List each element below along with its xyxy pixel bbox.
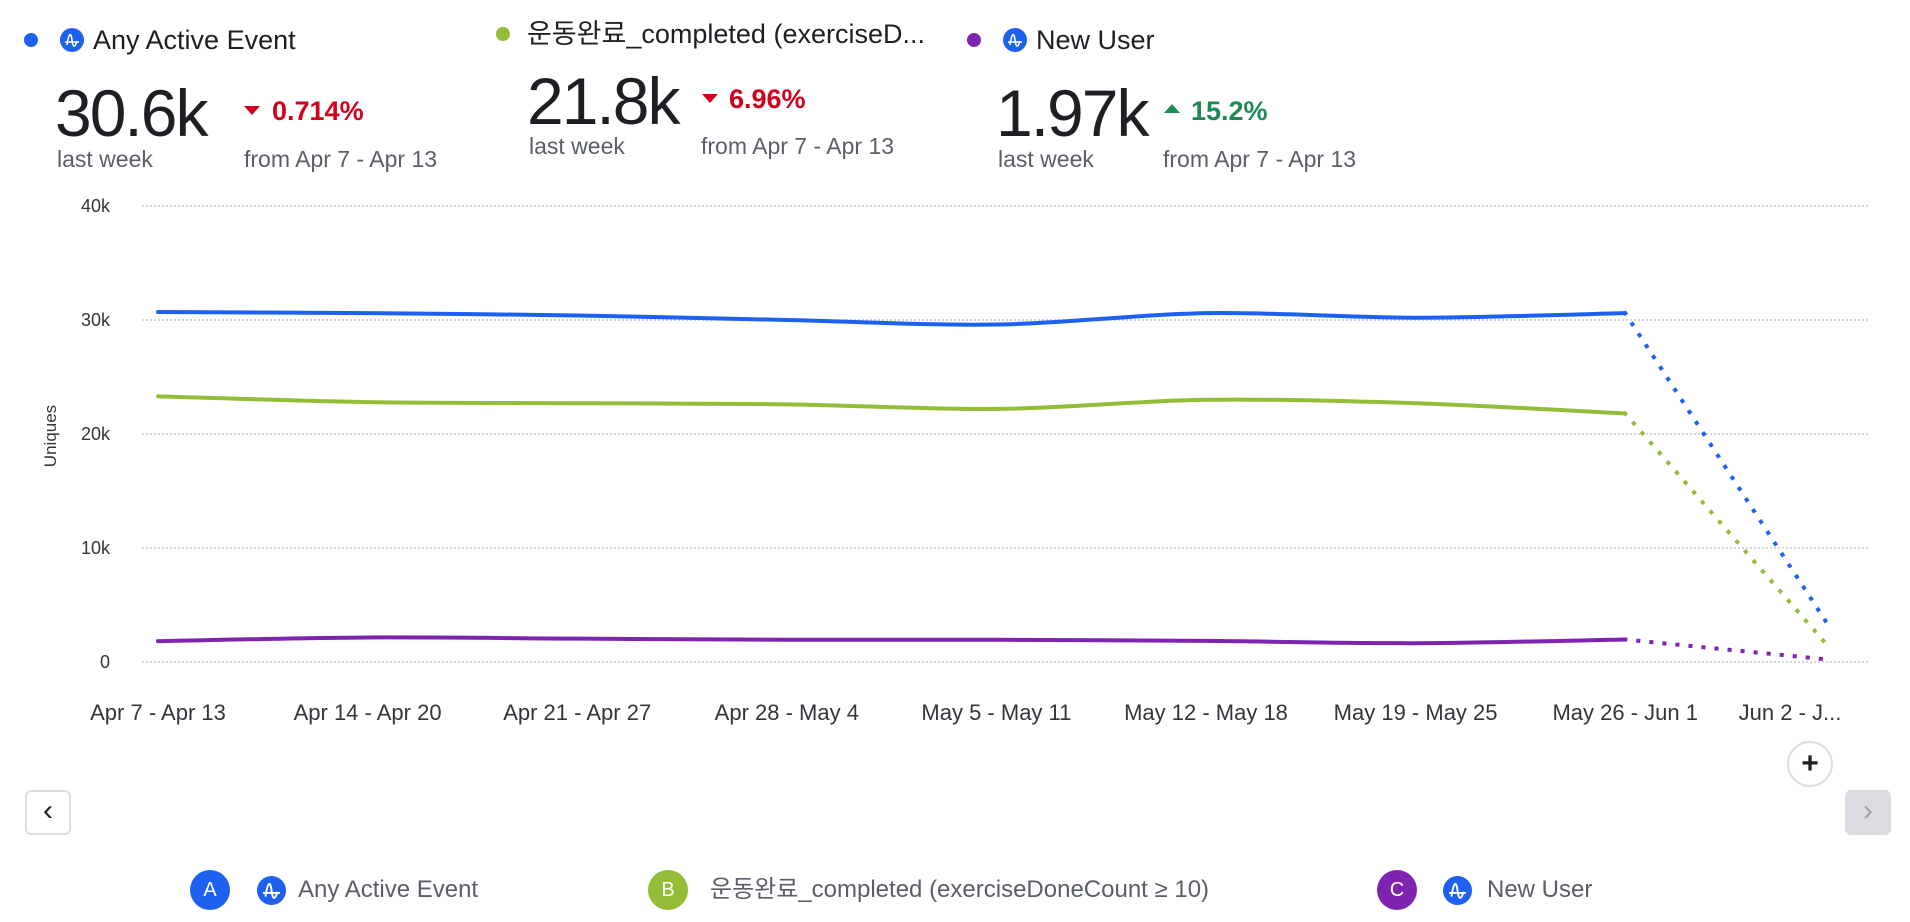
x-tick-label: May 12 - May 18 bbox=[1124, 700, 1288, 725]
plus-icon: + bbox=[1801, 747, 1819, 780]
y-tick-label: 30k bbox=[81, 310, 111, 330]
series-line[interactable] bbox=[156, 635, 1628, 646]
data-point[interactable] bbox=[152, 635, 164, 647]
series-b[interactable] bbox=[152, 390, 1836, 654]
card-title[interactable]: New User bbox=[1036, 25, 1155, 55]
y-tick-label: 10k bbox=[81, 538, 111, 558]
series-badge: B bbox=[648, 870, 688, 910]
card-title[interactable]: Any Active Event bbox=[93, 25, 296, 55]
data-point[interactable] bbox=[1824, 654, 1836, 666]
data-point[interactable] bbox=[362, 631, 374, 643]
next-page-button[interactable]: › bbox=[1845, 790, 1891, 835]
series-line[interactable] bbox=[156, 310, 1628, 327]
card-value: 1.97k bbox=[996, 76, 1149, 150]
card-change: 15.2% bbox=[1191, 96, 1268, 126]
amplitude-logo-icon bbox=[60, 28, 84, 52]
y-axis-label: Uniques bbox=[41, 405, 60, 467]
data-point[interactable] bbox=[362, 396, 374, 408]
data-point[interactable] bbox=[152, 390, 164, 402]
x-tick-label: Apr 28 - May 4 bbox=[715, 700, 859, 725]
data-point[interactable] bbox=[1200, 635, 1212, 647]
card-value: 21.8k bbox=[527, 64, 680, 138]
legend-label: Any Active Event bbox=[298, 876, 479, 903]
data-point[interactable] bbox=[152, 306, 164, 318]
card-comparison: from Apr 7 - Apr 13 bbox=[701, 133, 895, 159]
data-point[interactable] bbox=[990, 403, 1002, 415]
data-point[interactable] bbox=[1824, 622, 1836, 634]
data-point[interactable] bbox=[1619, 634, 1631, 646]
data-point[interactable] bbox=[362, 307, 374, 319]
data-point[interactable] bbox=[1410, 397, 1422, 409]
data-point[interactable] bbox=[571, 309, 583, 321]
x-tick-label: Jun 2 - J... bbox=[1739, 700, 1842, 725]
card-comparison: from Apr 7 - Apr 13 bbox=[1163, 146, 1357, 172]
y-tick-label: 0 bbox=[100, 652, 110, 672]
add-annotation-button[interactable]: + bbox=[1787, 741, 1833, 787]
data-point[interactable] bbox=[571, 633, 583, 645]
series-a-color-dot bbox=[24, 33, 38, 47]
y-tick-label: 40k bbox=[81, 196, 111, 216]
y-tick-label: 20k bbox=[81, 424, 111, 444]
data-point[interactable] bbox=[1410, 312, 1422, 324]
series-b-color-dot bbox=[496, 27, 510, 41]
chevron-right-icon: › bbox=[1863, 793, 1873, 827]
legend-label: 운동완료_completed (exerciseDoneCount ≥ 10) bbox=[710, 876, 1210, 903]
card-value: 30.6k bbox=[55, 76, 208, 150]
data-point[interactable] bbox=[1200, 307, 1212, 319]
data-point[interactable] bbox=[990, 634, 1002, 646]
decrease-arrow-icon bbox=[244, 106, 260, 115]
data-point[interactable] bbox=[1824, 642, 1836, 654]
amplitude-logo-icon bbox=[1443, 876, 1472, 905]
data-point[interactable] bbox=[1200, 394, 1212, 406]
line-chart[interactable]: 0 10k 20k 30k 40k Uniques Apr 7 - Apr 13 Apr … bbox=[0, 0, 1910, 760]
chevron-left-icon: ‹ bbox=[43, 793, 53, 827]
card-change: 0.714% bbox=[272, 96, 364, 126]
series-badge: C bbox=[1377, 870, 1417, 910]
amplitude-logo-icon bbox=[257, 876, 286, 905]
decrease-arrow-icon bbox=[702, 94, 718, 103]
card-comparison: from Apr 7 - Apr 13 bbox=[244, 146, 438, 172]
data-point[interactable] bbox=[781, 314, 793, 326]
series-incomplete-segment bbox=[1622, 310, 1833, 631]
legend-label: New User bbox=[1487, 876, 1593, 903]
series-a[interactable] bbox=[152, 306, 1836, 634]
data-point[interactable] bbox=[990, 319, 1002, 331]
card-period: last week bbox=[529, 133, 625, 159]
previous-page-button[interactable]: ‹ bbox=[25, 790, 71, 835]
x-tick-label: Apr 7 - Apr 13 bbox=[90, 700, 226, 725]
data-point[interactable] bbox=[781, 398, 793, 410]
card-title[interactable]: 운동완료_completed (exerciseD... bbox=[527, 19, 925, 49]
card-period: last week bbox=[998, 146, 1094, 172]
data-point[interactable] bbox=[1619, 407, 1631, 419]
series-incomplete-segment bbox=[1622, 410, 1833, 652]
card-change: 6.96% bbox=[729, 84, 806, 114]
data-point[interactable] bbox=[1619, 307, 1631, 319]
series-badge: A bbox=[190, 870, 230, 910]
x-tick-label: Apr 21 - Apr 27 bbox=[503, 700, 651, 725]
card-period: last week bbox=[57, 146, 153, 172]
series-c[interactable] bbox=[152, 631, 1836, 665]
series-line[interactable] bbox=[156, 394, 1628, 416]
data-point[interactable] bbox=[571, 397, 583, 409]
series-c-color-dot bbox=[967, 33, 981, 47]
data-point[interactable] bbox=[1410, 637, 1422, 649]
x-tick-label: Apr 14 - Apr 20 bbox=[294, 700, 442, 725]
data-point[interactable] bbox=[781, 634, 793, 646]
x-tick-label: May 5 - May 11 bbox=[921, 700, 1071, 725]
x-tick-label: May 26 - Jun 1 bbox=[1552, 700, 1698, 725]
series-incomplete-segment bbox=[1623, 637, 1833, 662]
amplitude-logo-icon bbox=[1003, 28, 1027, 52]
x-tick-label: May 19 - May 25 bbox=[1334, 700, 1498, 725]
increase-arrow-icon bbox=[1164, 104, 1180, 113]
